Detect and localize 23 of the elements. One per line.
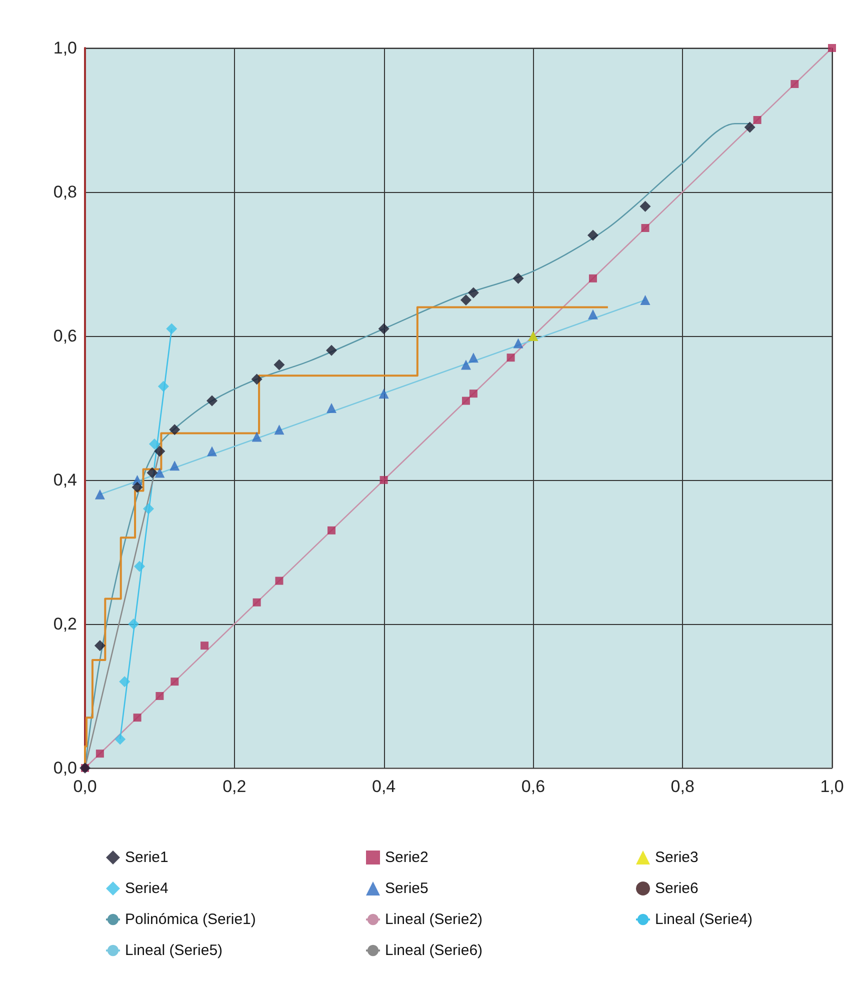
legend-label: Serie3 (655, 849, 698, 866)
y-tick-label: 0,8 (53, 182, 77, 202)
x-tick-label: 1,0 (820, 777, 844, 796)
x-tick-label: 0,0 (73, 777, 97, 796)
legend-label: Serie2 (385, 849, 428, 866)
legend-label: Lineal (Serie4) (655, 911, 753, 928)
legend-label: Serie4 (125, 880, 168, 897)
y-tick-label: 0,4 (53, 470, 77, 490)
x-tick-label: 0,2 (222, 777, 246, 796)
legend-label: Serie5 (385, 880, 428, 897)
x-tick-label: 0,6 (521, 777, 546, 796)
legend-label: Polinómica (Serie1) (125, 911, 256, 928)
legend-label: Lineal (Serie5) (125, 942, 223, 959)
legend-label: Serie1 (125, 849, 168, 866)
y-tick-label: 0,6 (53, 326, 77, 346)
x-tick-label: 0,4 (372, 777, 396, 796)
legend-label: Serie6 (655, 880, 698, 897)
x-tick-label: 0,8 (670, 777, 694, 796)
y-tick-label: 1,0 (53, 38, 77, 58)
y-tick-label: 0,2 (53, 614, 77, 634)
y-tick-label: 0,0 (53, 758, 77, 778)
legend-label: Lineal (Serie6) (385, 942, 483, 959)
legend-label: Lineal (Serie2) (385, 911, 483, 928)
